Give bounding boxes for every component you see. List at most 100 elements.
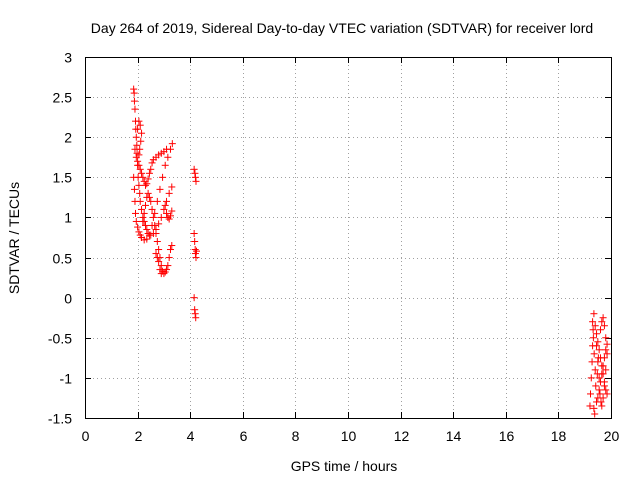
data-point bbox=[602, 366, 610, 374]
data-point bbox=[602, 334, 610, 342]
data-point bbox=[590, 404, 598, 412]
data-point bbox=[191, 306, 199, 314]
data-point bbox=[139, 173, 147, 181]
data-point bbox=[192, 254, 200, 262]
data-point bbox=[135, 151, 143, 159]
data-point bbox=[168, 140, 176, 148]
chart-title: Day 264 of 2019, Sidereal Day-to-day VTE… bbox=[91, 20, 593, 36]
data-point bbox=[594, 338, 602, 346]
data-point bbox=[589, 326, 597, 334]
y-tick-label: 2 bbox=[64, 130, 72, 146]
data-point bbox=[135, 117, 143, 125]
data-point bbox=[160, 205, 168, 213]
data-point bbox=[166, 246, 174, 254]
data-point bbox=[157, 270, 165, 278]
plot-frame bbox=[85, 57, 612, 419]
data-point bbox=[589, 334, 597, 342]
data-point bbox=[595, 346, 603, 354]
data-point bbox=[130, 85, 138, 93]
data-point bbox=[155, 246, 163, 254]
data-point bbox=[152, 250, 160, 258]
data-point bbox=[161, 161, 169, 169]
data-point bbox=[192, 177, 200, 185]
data-point bbox=[131, 105, 139, 113]
data-point bbox=[165, 189, 173, 197]
data-point bbox=[595, 374, 603, 382]
data-point bbox=[593, 342, 601, 350]
data-point bbox=[134, 125, 142, 133]
x-tick-label: 16 bbox=[499, 428, 515, 444]
data-point bbox=[166, 212, 174, 220]
x-tick-label: 18 bbox=[551, 428, 567, 444]
data-point bbox=[587, 374, 595, 382]
data-point bbox=[152, 229, 160, 237]
data-point bbox=[136, 121, 144, 129]
data-point bbox=[596, 390, 604, 398]
data-point bbox=[147, 197, 155, 205]
data-point bbox=[594, 354, 602, 362]
data-point bbox=[602, 386, 610, 394]
grid-lines bbox=[85, 57, 611, 418]
data-point bbox=[191, 238, 199, 246]
data-point bbox=[591, 322, 599, 330]
data-point bbox=[596, 326, 604, 334]
data-point bbox=[157, 262, 165, 270]
data-point bbox=[168, 183, 176, 191]
data-point bbox=[138, 169, 146, 177]
y-tick-label: 0.5 bbox=[53, 251, 73, 267]
y-axis-label: SDTVAR / TECUs bbox=[6, 182, 22, 294]
data-point bbox=[595, 386, 603, 394]
data-point bbox=[153, 197, 161, 205]
data-point bbox=[590, 310, 598, 318]
y-tick-label: -1.5 bbox=[48, 411, 72, 427]
data-point bbox=[598, 318, 606, 326]
data-point bbox=[163, 145, 171, 153]
y-tick-label: -1 bbox=[60, 371, 73, 387]
data-point bbox=[141, 181, 149, 189]
data-point bbox=[140, 209, 148, 217]
data-point bbox=[190, 229, 198, 237]
data-point bbox=[596, 378, 604, 386]
data-point bbox=[153, 238, 161, 246]
data-point bbox=[141, 201, 149, 209]
data-point bbox=[133, 141, 141, 149]
data-point bbox=[593, 330, 601, 338]
data-point bbox=[144, 175, 152, 183]
data-point bbox=[165, 254, 173, 262]
data-point bbox=[597, 398, 605, 406]
data-point bbox=[131, 209, 139, 217]
data-point bbox=[132, 217, 140, 225]
data-point bbox=[191, 173, 199, 181]
y-tick-label: 0 bbox=[64, 291, 72, 307]
x-tick-label: 4 bbox=[187, 428, 195, 444]
data-point bbox=[599, 394, 607, 402]
data-point bbox=[599, 362, 607, 370]
data-point bbox=[141, 221, 149, 229]
data-point bbox=[161, 201, 169, 209]
data-point bbox=[603, 350, 611, 358]
data-point bbox=[135, 181, 143, 189]
data-point bbox=[603, 340, 611, 348]
data-point bbox=[145, 193, 153, 201]
data-point bbox=[593, 370, 601, 378]
y-tick-label: 2.5 bbox=[53, 90, 73, 106]
data-point bbox=[163, 209, 171, 217]
data-point bbox=[590, 350, 598, 358]
data-point bbox=[131, 197, 139, 205]
data-point bbox=[163, 197, 171, 205]
data-point bbox=[599, 314, 607, 322]
x-tick-label: 14 bbox=[446, 428, 462, 444]
data-point bbox=[192, 314, 200, 322]
data-point bbox=[168, 207, 176, 215]
data-point bbox=[190, 294, 198, 302]
data-point bbox=[130, 89, 138, 97]
data-point bbox=[191, 310, 199, 318]
data-point bbox=[130, 173, 138, 181]
data-point bbox=[130, 97, 138, 105]
x-tick-label: 20 bbox=[604, 428, 620, 444]
data-point bbox=[135, 161, 143, 169]
data-point bbox=[145, 231, 153, 239]
data-point bbox=[600, 382, 608, 390]
data-point bbox=[151, 209, 159, 217]
data-point bbox=[144, 189, 152, 197]
